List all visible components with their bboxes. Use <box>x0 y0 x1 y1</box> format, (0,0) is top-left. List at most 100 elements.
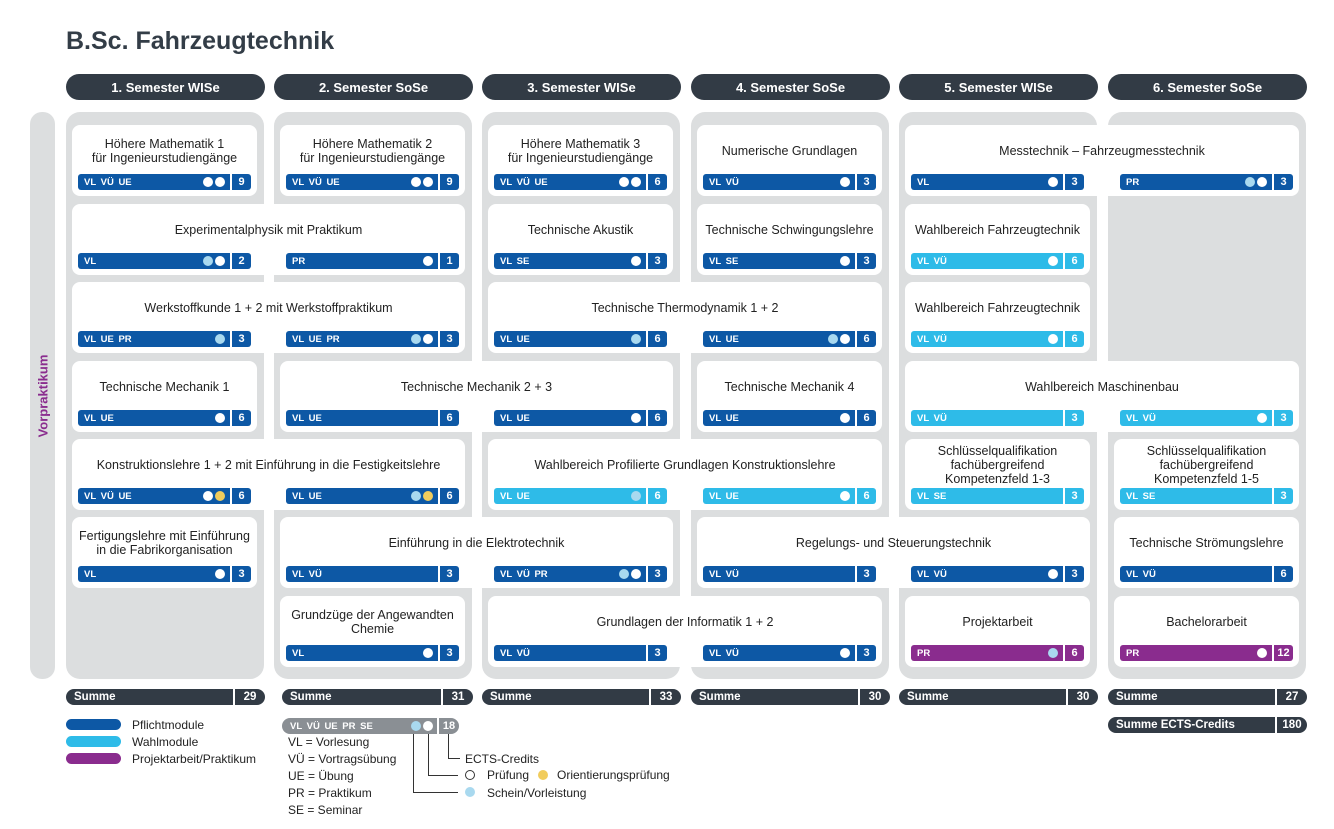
connector-pruefung-h <box>428 775 458 776</box>
pruefung-dot <box>215 256 225 266</box>
schein-dot <box>631 491 641 501</box>
orientierung-dot <box>423 491 433 501</box>
module-bar: VL UE 6 <box>78 410 251 426</box>
module-bar: VL VÜ UE 9 <box>78 174 251 190</box>
module-bar-label: PR <box>1126 647 1140 659</box>
module-card-m4: Numerische Grundlagen VL VÜ 3 <box>697 125 882 196</box>
module-card-m9: Wahlbereich Fahrzeugtechnik VL VÜ 6 <box>905 204 1090 275</box>
module-bar: VL 2 <box>78 253 251 269</box>
module-title: Schlüsselqualifikation fachübergreifend … <box>1146 443 1267 486</box>
module-ects: 6 <box>855 410 876 426</box>
module-card-m6: Experimentalphysik mit Praktikum VL 2 PR 1 <box>72 204 465 275</box>
module-bar: VL SE 3 <box>1120 488 1293 504</box>
module-bar-dots <box>1048 648 1058 658</box>
module-card-m15: Technische Mechanik 4 VL UE 6 <box>697 361 882 432</box>
module-bar: VL SE 3 <box>911 488 1084 504</box>
module-bar-dots <box>203 491 225 501</box>
module-ects: 3 <box>438 331 459 347</box>
module-ects: 3 <box>438 566 459 582</box>
abbr-ue: UE = Übung <box>288 769 354 783</box>
key-ects: 18 <box>437 718 459 734</box>
module-bar-label: VL VÜ UE <box>84 176 132 188</box>
pruefung-dot <box>1257 648 1267 658</box>
semester-header-2: 2. Semester SoSe <box>274 74 473 100</box>
module-title: Technische Mechanik 1 <box>99 379 230 394</box>
total-label: Summe ECTS-Credits <box>1116 719 1235 731</box>
connector-ects <box>448 734 449 759</box>
module-ects: 6 <box>230 410 251 426</box>
module-title: Höhere Mathematik 3 für Ingenieurstudien… <box>507 136 654 165</box>
sum-label: Summe <box>290 691 332 703</box>
module-ects: 3 <box>230 566 251 582</box>
module-title: Technische Strömungslehre <box>1129 535 1284 550</box>
module-bar: VL UE 6 <box>703 488 876 504</box>
module-bar-label: VL VÜ <box>917 412 947 424</box>
sum-label: Summe <box>907 691 949 703</box>
module-bar-label: VL SE <box>500 255 530 267</box>
module-ects: 3 <box>1063 174 1084 190</box>
module-bar: VL UE PR 3 <box>78 331 251 347</box>
total-ects: Summe ECTS-Credits 180 <box>1108 717 1307 733</box>
module-bar: VL VÜ UE 9 <box>286 174 459 190</box>
schein-icon <box>465 787 475 797</box>
module-ects: 6 <box>1272 566 1293 582</box>
pruefung-dot <box>423 721 433 731</box>
page-title: B.Sc. Fahrzeugtechnik <box>66 27 335 55</box>
module-title: Einführung in die Elektrotechnik <box>388 535 565 550</box>
abbr-se: SE = Seminar <box>288 803 363 817</box>
module-bar-label: VL VÜ <box>1126 412 1156 424</box>
module-card-m18: Wahlbereich Profilierte Grundlagen Konst… <box>488 439 882 510</box>
module-bar-dots <box>1245 177 1267 187</box>
module-card-m22: Einführung in die Elektrotechnik VL VÜ 3 VL… <box>280 517 673 588</box>
module-bar: PR 1 <box>286 253 459 269</box>
pruefung-dot <box>203 177 213 187</box>
module-bar-dots <box>423 256 433 266</box>
pruefung-dot <box>215 177 225 187</box>
module-title: Technische Akustik <box>527 222 634 237</box>
sum-semester-5: Summe 30 <box>899 689 1098 705</box>
module-bar: VL SE 3 <box>703 253 876 269</box>
legend-orientierung: Orientierungsprüfung <box>557 768 670 782</box>
module-bar-label: VL VÜ <box>292 568 322 580</box>
module-bar-dots <box>840 491 850 501</box>
abbr-vu: VÜ = Vortragsübung <box>288 752 397 766</box>
pruefung-dot <box>1048 256 1058 266</box>
module-bar: VL VÜ 3 <box>494 645 667 661</box>
module-ects: 6 <box>1063 645 1084 661</box>
pruefung-dot <box>631 177 641 187</box>
schein-dot <box>411 334 421 344</box>
module-card-m19: Schlüsselqualifikation fachübergreifend … <box>905 439 1090 510</box>
module-title: Wahlbereich Profilierte Grundlagen Konst… <box>534 457 836 472</box>
abbr-vl: VL = Vorlesung <box>288 735 370 749</box>
module-bar: VL 3 <box>78 566 251 582</box>
pruefung-dot <box>1048 177 1058 187</box>
key-label: VL VÜ UE PR SE <box>290 720 373 732</box>
sum-semester-1: Summe 29 <box>66 689 265 705</box>
total-value: 180 <box>1275 717 1307 733</box>
connector-schein <box>413 734 414 793</box>
module-card-m7: Technische Akustik VL SE 3 <box>488 204 673 275</box>
module-bar-dots <box>1257 413 1267 423</box>
connector-ects-h <box>448 758 460 759</box>
module-card-m2: Höhere Mathematik 2 für Ingenieurstudien… <box>280 125 465 196</box>
connector-pruefung <box>428 734 429 776</box>
pruefung-dot <box>840 491 850 501</box>
module-ects: 6 <box>646 174 667 190</box>
pruefung-dot <box>1048 334 1058 344</box>
module-bar-label: VL VÜ <box>500 647 530 659</box>
pruefung-dot <box>840 648 850 658</box>
module-title: Schlüsselqualifikation fachübergreifend … <box>937 443 1058 486</box>
schein-dot <box>619 569 629 579</box>
module-bar-dots <box>1048 256 1058 266</box>
module-bar-label: VL VÜ UE <box>292 176 340 188</box>
pruefung-dot <box>423 177 433 187</box>
module-bar-dots <box>215 569 225 579</box>
module-bar: VL VÜ 3 <box>703 566 876 582</box>
module-card-m27: Projektarbeit PR 6 <box>905 596 1090 667</box>
module-bar-label: VL VÜ PR <box>500 568 548 580</box>
module-ects: 3 <box>855 645 876 661</box>
module-bar-label: VL UE <box>500 490 530 502</box>
schein-dot <box>631 334 641 344</box>
module-bar-dots <box>215 413 225 423</box>
module-bar-label: VL VÜ UE <box>500 176 548 188</box>
